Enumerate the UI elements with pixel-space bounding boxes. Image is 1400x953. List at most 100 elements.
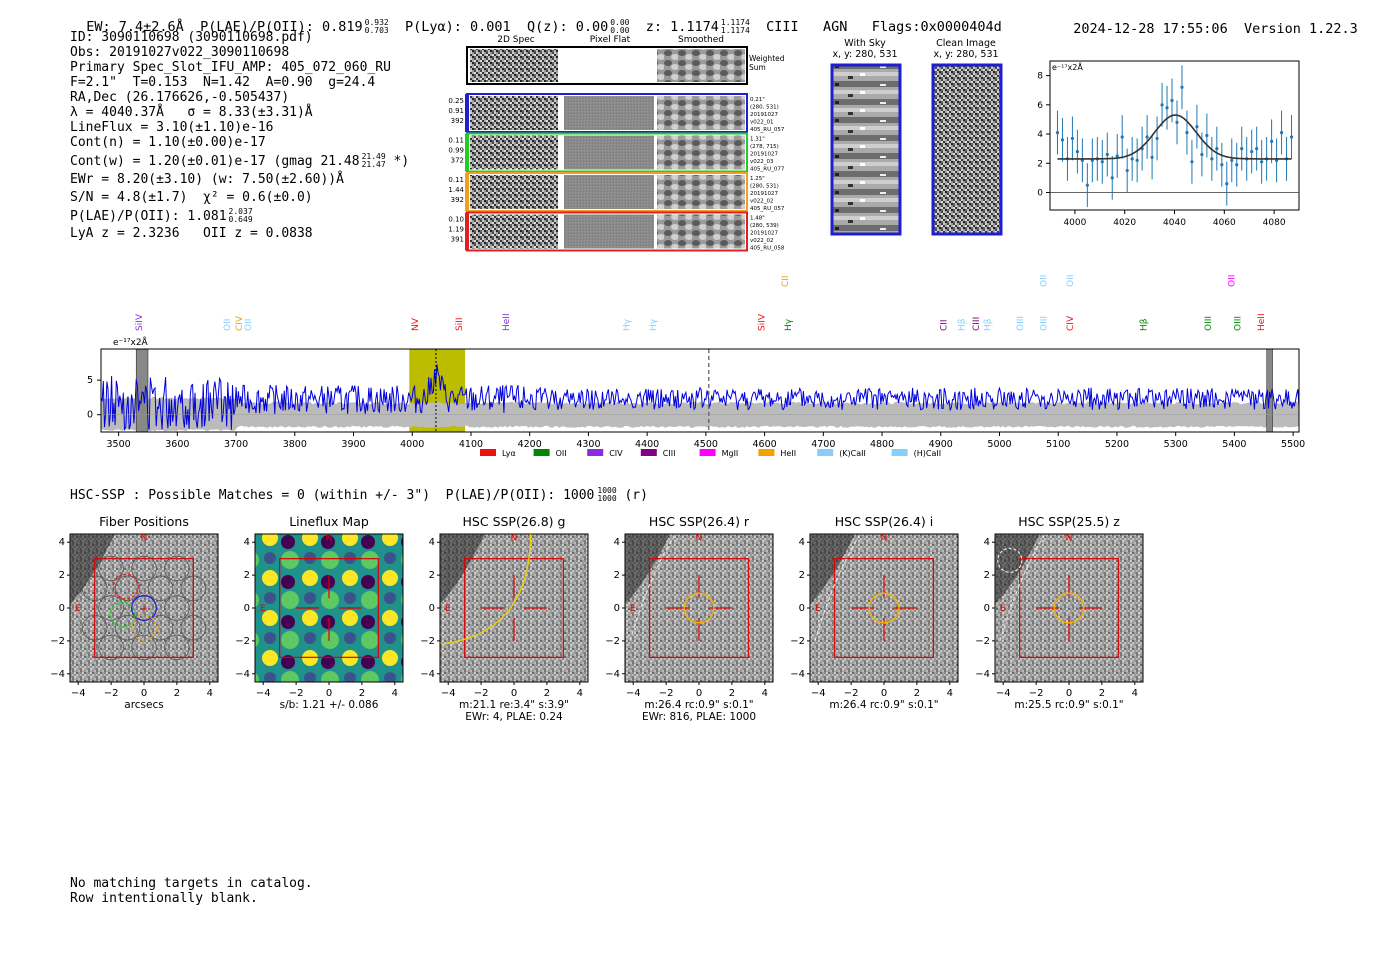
hsc-aperture-box bbox=[279, 558, 379, 658]
fiber-center-mark: + bbox=[140, 604, 148, 615]
hsc-panel-5: HSC SSP(25.5) z −4 −2 0 2 4 4 2 0 −2 −4 N Em:25.5 rc… bbox=[975, 514, 1144, 711]
compass-north: N bbox=[881, 534, 888, 544]
fit-point bbox=[1215, 147, 1219, 151]
spectrum-line-label: Hβ bbox=[957, 318, 967, 331]
cutout-right-val: (280, 539) bbox=[750, 223, 779, 229]
spectrum-line-label: OII bbox=[244, 319, 254, 331]
hsc-xtick-label: −2 bbox=[844, 688, 859, 699]
weighted-sum-row: Weighted Sum bbox=[466, 46, 785, 85]
cutout-left-val: 0.10 bbox=[448, 216, 464, 224]
legend-label: (H)CaII bbox=[914, 449, 941, 458]
hsc-dark-region bbox=[810, 534, 855, 604]
cutout-right-val: (280, 531) bbox=[750, 105, 779, 111]
hsc-ytick-label: 2 bbox=[799, 570, 805, 581]
spectrum-line-label: OII bbox=[223, 319, 233, 331]
fit-ylabel: e⁻¹⁷x2Å bbox=[1052, 61, 1083, 72]
fit-point bbox=[1250, 149, 1254, 154]
hsc-panel-caption-1: m:26.4 rc:0.9" s:0.1" bbox=[644, 699, 753, 711]
cutout-right-val: 405_RU_057 bbox=[750, 127, 785, 133]
spectrum-xtick-label: 3700 bbox=[224, 439, 248, 450]
fit-point bbox=[1070, 136, 1075, 141]
header-agn: AGN bbox=[822, 19, 848, 35]
fiber-circle bbox=[164, 634, 190, 661]
hsc-xtick-label: 4 bbox=[207, 688, 213, 699]
compass-north: N bbox=[141, 534, 148, 544]
info-plae2-row: P(LAE)/P(OII): 1.081 2.037 0.649 bbox=[70, 208, 409, 225]
fit-point bbox=[1289, 135, 1294, 139]
compass-east: E bbox=[815, 604, 821, 614]
hsc-ytick-label: 4 bbox=[59, 537, 65, 548]
spectrum-xtick-label: 5300 bbox=[1164, 439, 1188, 450]
hsc-xtick-label: 4 bbox=[577, 688, 583, 699]
cutout-left-val: 391 bbox=[451, 236, 464, 244]
hsc-ytick-label: 2 bbox=[429, 570, 435, 581]
hsc-ytick-label: 0 bbox=[614, 603, 620, 614]
header-qz-lo: 0.00 bbox=[610, 26, 630, 35]
fit-point bbox=[1145, 135, 1149, 139]
cutout-right-val: (278, 715) bbox=[750, 144, 779, 150]
hsc-xtick-label: 2 bbox=[1099, 688, 1105, 699]
hsc-xtick-label: 4 bbox=[1132, 688, 1138, 699]
cutout-right-val: 0.21" bbox=[750, 97, 765, 103]
fit-point bbox=[1220, 163, 1224, 167]
fiber-circle bbox=[147, 575, 174, 602]
cutout-right-val: v022_02 bbox=[750, 238, 774, 244]
fiber-cutouts: 2D Spec Pixel Flat Smoothed Weighted Sum… bbox=[448, 35, 785, 252]
spectrum-xtick-label: 5100 bbox=[1046, 439, 1070, 450]
fit-point bbox=[1180, 85, 1184, 89]
fit-ytick-label: 8 bbox=[1037, 72, 1043, 82]
hsc-xtick-label: 4 bbox=[762, 688, 768, 699]
info-contw-end: *) bbox=[393, 154, 410, 169]
fit-point bbox=[1060, 138, 1065, 142]
legend-swatch bbox=[640, 449, 657, 456]
fit-point bbox=[1160, 103, 1164, 107]
spectrum-line-label: HeII bbox=[1257, 313, 1267, 331]
cutout-left-val: 0.91 bbox=[448, 107, 464, 115]
fit-point bbox=[1130, 157, 1134, 161]
header-right: 2024-12-28 17:55:06 Version 1.22.3 bbox=[1057, 5, 1358, 37]
info-lineflux: LineFlux = 3.10(±1.10)e-16 bbox=[70, 120, 274, 135]
hsc-aperture-box bbox=[1019, 558, 1119, 658]
header-qz: Q(z): 0.00 bbox=[526, 19, 609, 35]
cutout-right-val: v022_03 bbox=[750, 159, 774, 165]
hsc-ytick-label: 0 bbox=[984, 603, 990, 614]
spectrum-xtick-label: 4000 bbox=[400, 439, 424, 450]
spectrum-xtick-label: 5500 bbox=[1281, 439, 1305, 450]
legend-label: MgII bbox=[722, 449, 739, 458]
col-header-2dspec: 2D Spec bbox=[497, 35, 534, 45]
fit-point bbox=[1185, 130, 1189, 135]
hsc-ytick-label: −2 bbox=[50, 636, 65, 647]
cutout-smoothed bbox=[657, 96, 745, 130]
hsc-panel-title: Fiber Positions bbox=[99, 514, 189, 529]
spectrum-line-label: OIII bbox=[1204, 316, 1214, 331]
hsc-header: HSC-SSP : Possible Matches = 0 (within +… bbox=[70, 487, 648, 504]
fiber-circle bbox=[81, 614, 108, 641]
spectrum-xtick-label: 3800 bbox=[283, 439, 307, 450]
spectrum-xtick-label: 4200 bbox=[518, 439, 542, 450]
fiber-circle bbox=[131, 634, 157, 661]
cutout-left-val: 1.19 bbox=[448, 226, 464, 234]
fit-point bbox=[1105, 152, 1109, 157]
hsc-panel-1: Lineflux Map −4 −2 0 2 4 4 2 0 −2 −4 N Es/b: 1.21 +/… bbox=[235, 514, 404, 711]
info-contw-row: Cont(w) = 1.20(±0.01)e-17 (gmag 21.48 21.… bbox=[70, 153, 410, 170]
legend-swatch bbox=[533, 449, 550, 456]
info-sn: S/N = 4.8(±1.7) χ² = 0.6(±0.0) bbox=[70, 190, 313, 205]
cutout-row-0: 0.25 0.91 392 0.21" (280, 531)20191027 v022_0… bbox=[448, 93, 785, 133]
fit-point bbox=[1190, 160, 1194, 164]
fit-point bbox=[1240, 147, 1244, 151]
hsc-ytick-label: 2 bbox=[614, 570, 620, 581]
hsc-panel-caption-2: EWr: 4, PLAE: 0.24 bbox=[465, 711, 563, 723]
hsc-panel-title: HSC SSP(26.4) i bbox=[835, 514, 933, 529]
hsc-header-end: (r) bbox=[624, 488, 648, 503]
spectrum-frame bbox=[100, 348, 1300, 433]
hsc-ytick-label: 2 bbox=[59, 570, 65, 581]
spectrum-xtick-label: 4900 bbox=[929, 439, 953, 450]
hsc-xtick-label: 0 bbox=[326, 688, 332, 699]
cutout-2dspec bbox=[470, 175, 558, 209]
header-z-lo: 1.1174 bbox=[720, 26, 750, 35]
compass-east: E bbox=[1000, 604, 1006, 614]
hsc-ytick-label: 4 bbox=[614, 537, 620, 548]
cutout-right-val: v022_01 bbox=[750, 120, 774, 126]
